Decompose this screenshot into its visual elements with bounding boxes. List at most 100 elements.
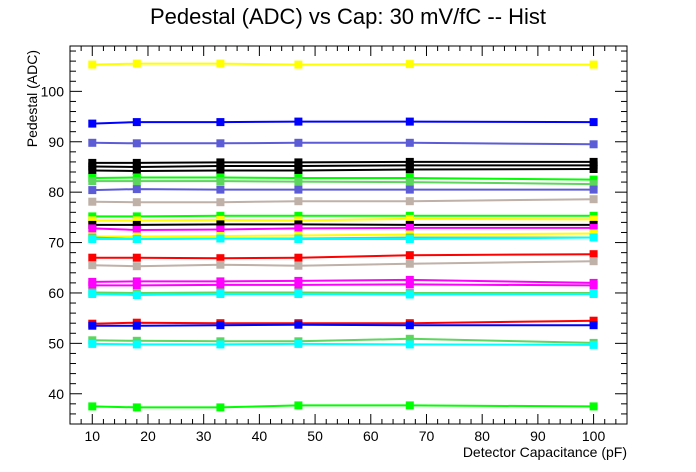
series-18-point [294,261,303,270]
series-16-point [294,235,303,243]
series-17-point [405,251,414,260]
series-12-point [132,220,141,229]
series-line-3 [92,160,594,164]
series-27-point [294,401,303,410]
series-1-point [405,117,414,126]
series-line-0 [92,62,594,66]
series-16-point [405,235,414,243]
x-tick-label: 60 [363,428,379,444]
series-11-point [216,215,225,224]
x-tick-label: 30 [196,428,212,444]
series-18-point [589,257,598,266]
x-tick-label: 100 [582,428,606,444]
series-1-point [294,117,303,126]
series-9-point [294,197,303,206]
x-axis-title: Detector Capacitance (pF) [463,444,627,460]
series-16-point [132,235,141,243]
series-line-1 [92,120,594,125]
series-17-point [216,254,225,263]
x-tick-label: 50 [307,428,323,444]
series-line-26 [92,342,594,346]
series-4-point [405,161,414,170]
series-6-point [589,175,598,184]
series-line-19 [92,278,594,284]
series-line-9 [92,198,594,204]
series-line-11 [92,217,594,222]
series-13-point [589,223,598,232]
series-27-point [405,401,414,410]
series-line-14 [92,232,594,238]
series-line-5 [92,168,594,173]
series-23-point [589,316,598,325]
y-tick-label: 80 [48,184,64,200]
series-line-20 [92,283,594,287]
series-line-6 [92,176,594,181]
series-17-point [88,253,97,262]
series-20-point [405,280,414,289]
series-11-point [589,215,598,224]
series-7-point [405,178,414,187]
series-26-point [589,340,598,349]
series-line-8 [92,188,594,192]
series-0-point [405,60,414,69]
series-line-18 [92,260,594,268]
series-2-point [132,139,141,148]
series-line-21 [92,291,594,295]
series-20-point [216,280,225,289]
series-24-point [88,321,97,330]
series-20-point [589,281,598,290]
series-24-point [405,321,414,330]
series-16-point [88,235,97,243]
series-24-point [294,320,303,329]
series-20-point [294,280,303,289]
series-7-point [216,177,225,186]
series-line-23 [92,319,594,325]
series-9-point [132,198,141,207]
series-18-point [132,262,141,271]
series-9-point [589,195,598,204]
series-22-point [294,290,303,298]
series-22-point [216,290,225,298]
series-line-17 [92,253,594,260]
series-0-point [88,60,97,69]
series-17-point [294,253,303,262]
series-8-point [88,186,97,195]
y-tick-label: 50 [48,335,64,351]
series-9-point [405,197,414,206]
series-17-point [132,253,141,262]
series-line-24 [92,323,594,327]
series-19-point [405,275,414,284]
series-7-point [294,177,303,186]
series-24-point [132,321,141,330]
series-27-point [589,402,598,411]
series-2-point [405,138,414,147]
series-4-point [216,162,225,170]
series-line-25 [92,337,594,344]
plot-area: 10 20 30 40 50 60 70 80 90 100 40 50 60 70 80 90 100 [41,45,628,444]
series-8-point [294,185,303,194]
series-line-10 [92,214,594,218]
series-line-7 [92,180,594,186]
series-16-point [589,233,598,242]
series-5-point [216,166,225,175]
series-5-point [132,167,141,175]
x-tick-label: 70 [419,428,435,444]
series-1-point [216,118,225,127]
series-26-point [132,340,141,349]
series-11-point [88,216,97,225]
series-line-16 [92,236,594,240]
series-10-point [216,211,225,220]
y-tick-label: 90 [48,134,64,150]
series-2-point [88,138,97,147]
series-line-4 [92,164,594,169]
y-tick-label: 100 [41,83,65,99]
series-line-22 [92,293,594,297]
y-tick-label: 40 [48,386,64,402]
series-0-point [294,60,303,69]
series-8-point [132,185,141,194]
series-9-point [88,197,97,206]
series-line-13 [92,226,594,232]
series-7-point [88,177,97,186]
series-8-point [589,185,598,194]
